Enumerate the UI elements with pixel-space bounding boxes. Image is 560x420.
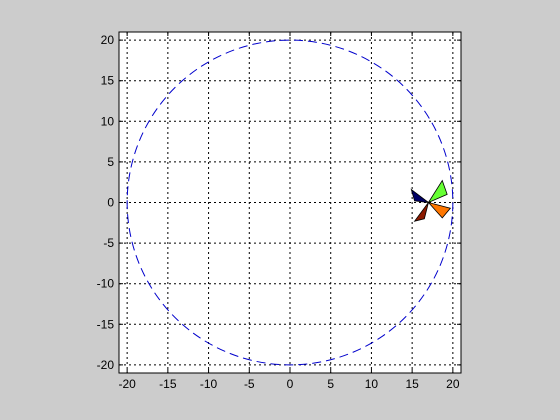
y-tick-label: 15 <box>101 74 115 88</box>
windmill-blade <box>427 201 452 219</box>
windmill-glyph <box>410 179 452 222</box>
x-tick-label: 15 <box>405 377 419 391</box>
windmill-blade <box>410 188 430 204</box>
windmill-blade <box>427 179 448 204</box>
y-tick-label: -15 <box>97 317 115 331</box>
plot-series <box>126 39 454 366</box>
y-tick-label: -10 <box>97 277 115 291</box>
y-tick-label: 5 <box>107 155 114 169</box>
x-tick-label: 0 <box>287 377 294 391</box>
x-tick-label: 5 <box>327 377 334 391</box>
windmill-blade <box>413 202 429 222</box>
x-tick-label: 20 <box>446 377 460 391</box>
x-tick-label: 10 <box>365 377 379 391</box>
y-tick-label: 0 <box>107 196 114 210</box>
x-tick-label: -20 <box>118 377 136 391</box>
x-tick-label: -5 <box>244 377 255 391</box>
y-tick-label: -20 <box>97 358 115 372</box>
y-tick-label: -5 <box>103 236 114 250</box>
circle-series-line <box>126 39 454 366</box>
grid-lines <box>119 32 461 373</box>
y-tick-label: 20 <box>101 33 115 47</box>
axis-ticks: -20 -15 -10 -5 0 5 10 15 20 -20 -15 -10 -5 0 5 10 15 20 <box>97 32 461 391</box>
x-tick-label: -15 <box>159 377 177 391</box>
x-tick-label: -10 <box>200 377 218 391</box>
y-tick-label: 10 <box>101 114 115 128</box>
